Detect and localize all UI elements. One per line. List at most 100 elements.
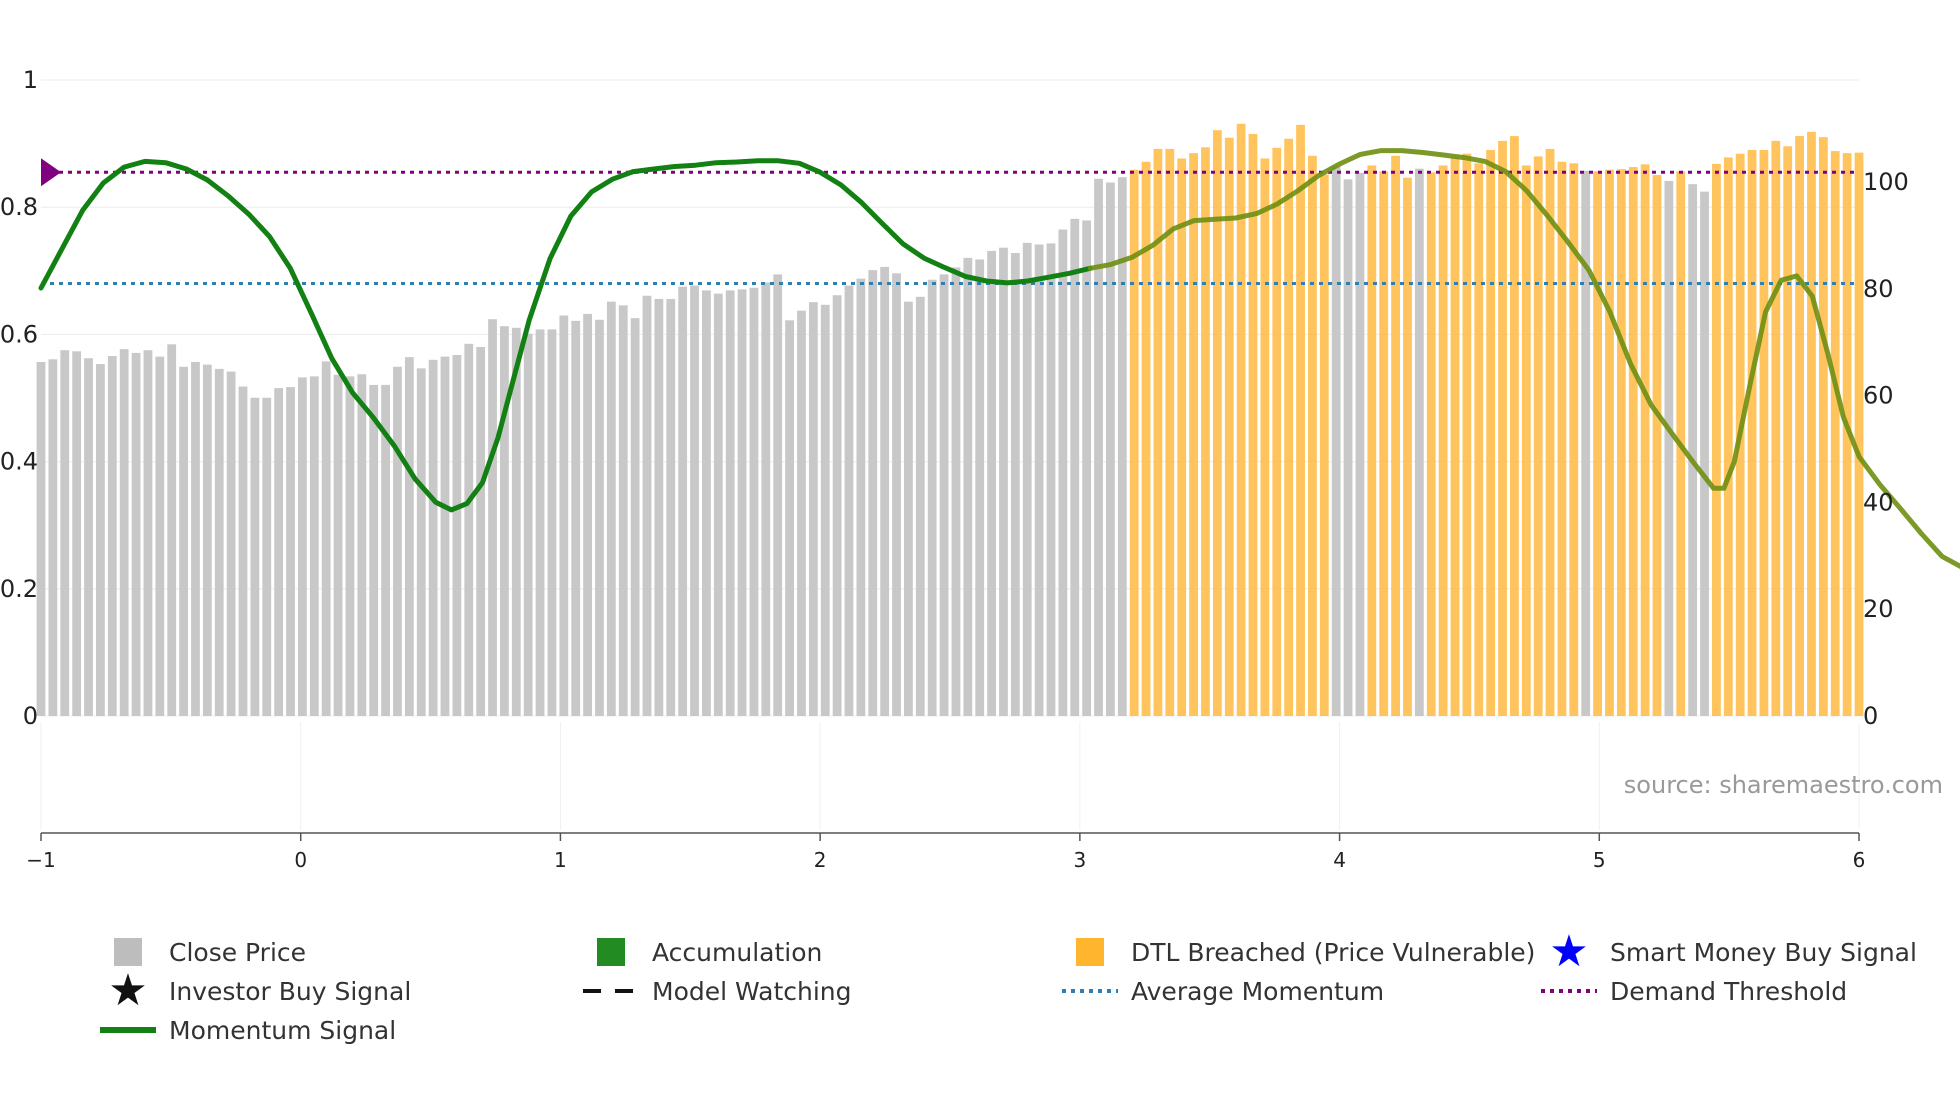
price-bar xyxy=(1569,163,1579,716)
x-tick-label: 2 xyxy=(814,848,827,872)
left-tick-label: 0 xyxy=(23,702,38,730)
price-bar xyxy=(1557,161,1567,716)
price-bar xyxy=(1474,163,1484,716)
price-bar xyxy=(1486,149,1496,716)
price-bars xyxy=(36,123,1864,717)
price-bar xyxy=(904,301,913,716)
price-bar xyxy=(107,356,117,716)
price-bar xyxy=(155,356,165,716)
right-tick-label: 80 xyxy=(1863,275,1894,303)
price-bar xyxy=(1355,172,1365,717)
price-bar xyxy=(820,304,830,716)
price-bar xyxy=(167,344,177,716)
price-bar xyxy=(1426,172,1436,716)
price-bar xyxy=(500,326,509,716)
x-tick-label: 4 xyxy=(1333,848,1346,872)
price-bar xyxy=(666,298,676,716)
price-bar xyxy=(1640,164,1650,716)
price-bar xyxy=(440,356,450,716)
price-bar xyxy=(191,361,200,716)
price-bar xyxy=(1652,175,1662,716)
price-bar xyxy=(1224,137,1234,716)
price-bar xyxy=(511,327,521,716)
price-bar xyxy=(654,298,664,716)
left-tick-label: 1 xyxy=(23,66,38,94)
price-bar xyxy=(357,374,367,716)
price-bar xyxy=(1759,149,1769,716)
price-bar xyxy=(1545,148,1555,716)
price-bar xyxy=(1106,182,1115,716)
price-bar xyxy=(1783,146,1793,717)
price-bar xyxy=(1712,163,1721,717)
price-bar xyxy=(975,259,985,716)
price-bar xyxy=(1094,178,1103,717)
price-bar xyxy=(951,267,961,716)
price-bar xyxy=(1616,169,1626,716)
price-bar xyxy=(618,305,628,716)
price-bar xyxy=(595,319,604,716)
price-bar xyxy=(1818,137,1828,716)
price-bar xyxy=(749,287,759,716)
price-bar xyxy=(1117,177,1127,716)
price-bar xyxy=(1747,149,1757,716)
price-bar xyxy=(1236,123,1246,717)
price-bar xyxy=(927,279,937,716)
price-bar xyxy=(915,296,925,716)
price-bar xyxy=(1022,242,1032,716)
price-bar xyxy=(381,384,390,716)
source-label: source: sharemaestro.com xyxy=(1624,771,1943,799)
price-bar xyxy=(1521,165,1531,716)
price-bar xyxy=(880,266,890,716)
price-bar xyxy=(844,285,854,716)
price-bar xyxy=(808,302,818,716)
price-bar xyxy=(1700,191,1709,717)
price-bar xyxy=(642,295,652,716)
price-bar xyxy=(523,333,533,716)
x-tick-label: 1 xyxy=(554,848,567,872)
price-bar xyxy=(856,278,866,716)
price-bar xyxy=(963,257,973,716)
price-bar xyxy=(678,286,688,716)
right-tick-label: 40 xyxy=(1863,488,1894,516)
price-bar xyxy=(1593,171,1602,716)
price-bar xyxy=(1212,130,1222,716)
left-tick-label: 0.6 xyxy=(0,320,38,348)
right-tick-label: 60 xyxy=(1863,382,1894,410)
price-bar xyxy=(1391,155,1400,716)
price-bar xyxy=(832,295,842,716)
price-bar xyxy=(1308,155,1317,716)
momentum-signal-line xyxy=(38,148,1960,570)
price-bar xyxy=(1343,179,1353,716)
x-tick-label: 6 xyxy=(1853,848,1866,872)
price-bar xyxy=(1189,153,1198,716)
right-tick-label: 100 xyxy=(1863,168,1909,196)
price-bar xyxy=(1153,148,1163,716)
price-bar xyxy=(48,359,58,716)
price-bar xyxy=(84,358,93,716)
price-bar xyxy=(428,359,438,716)
price-bar xyxy=(1129,169,1139,717)
reference-lines xyxy=(41,158,1859,286)
price-bar xyxy=(939,274,949,716)
price-bar xyxy=(1177,158,1187,716)
price-bar xyxy=(131,352,141,716)
left-tick-label: 0.8 xyxy=(0,193,38,221)
price-bar xyxy=(1688,184,1698,716)
price-bar xyxy=(202,364,212,716)
price-bar xyxy=(1058,229,1068,716)
price-bar xyxy=(1605,169,1614,717)
x-tick-label: −1 xyxy=(26,848,55,872)
price-bar xyxy=(1723,157,1733,716)
price-bar xyxy=(238,386,248,716)
price-bar xyxy=(119,349,129,716)
price-bar xyxy=(713,293,723,716)
price-bar xyxy=(488,319,497,716)
right-tick-label: 0 xyxy=(1863,702,1878,730)
price-bar xyxy=(1319,174,1329,716)
price-bar xyxy=(1296,124,1305,717)
price-bar xyxy=(262,397,272,716)
left-tick-label: 0.4 xyxy=(0,448,38,476)
price-bar xyxy=(1379,171,1389,716)
price-bar xyxy=(1498,140,1507,716)
price-bar xyxy=(1664,180,1674,716)
